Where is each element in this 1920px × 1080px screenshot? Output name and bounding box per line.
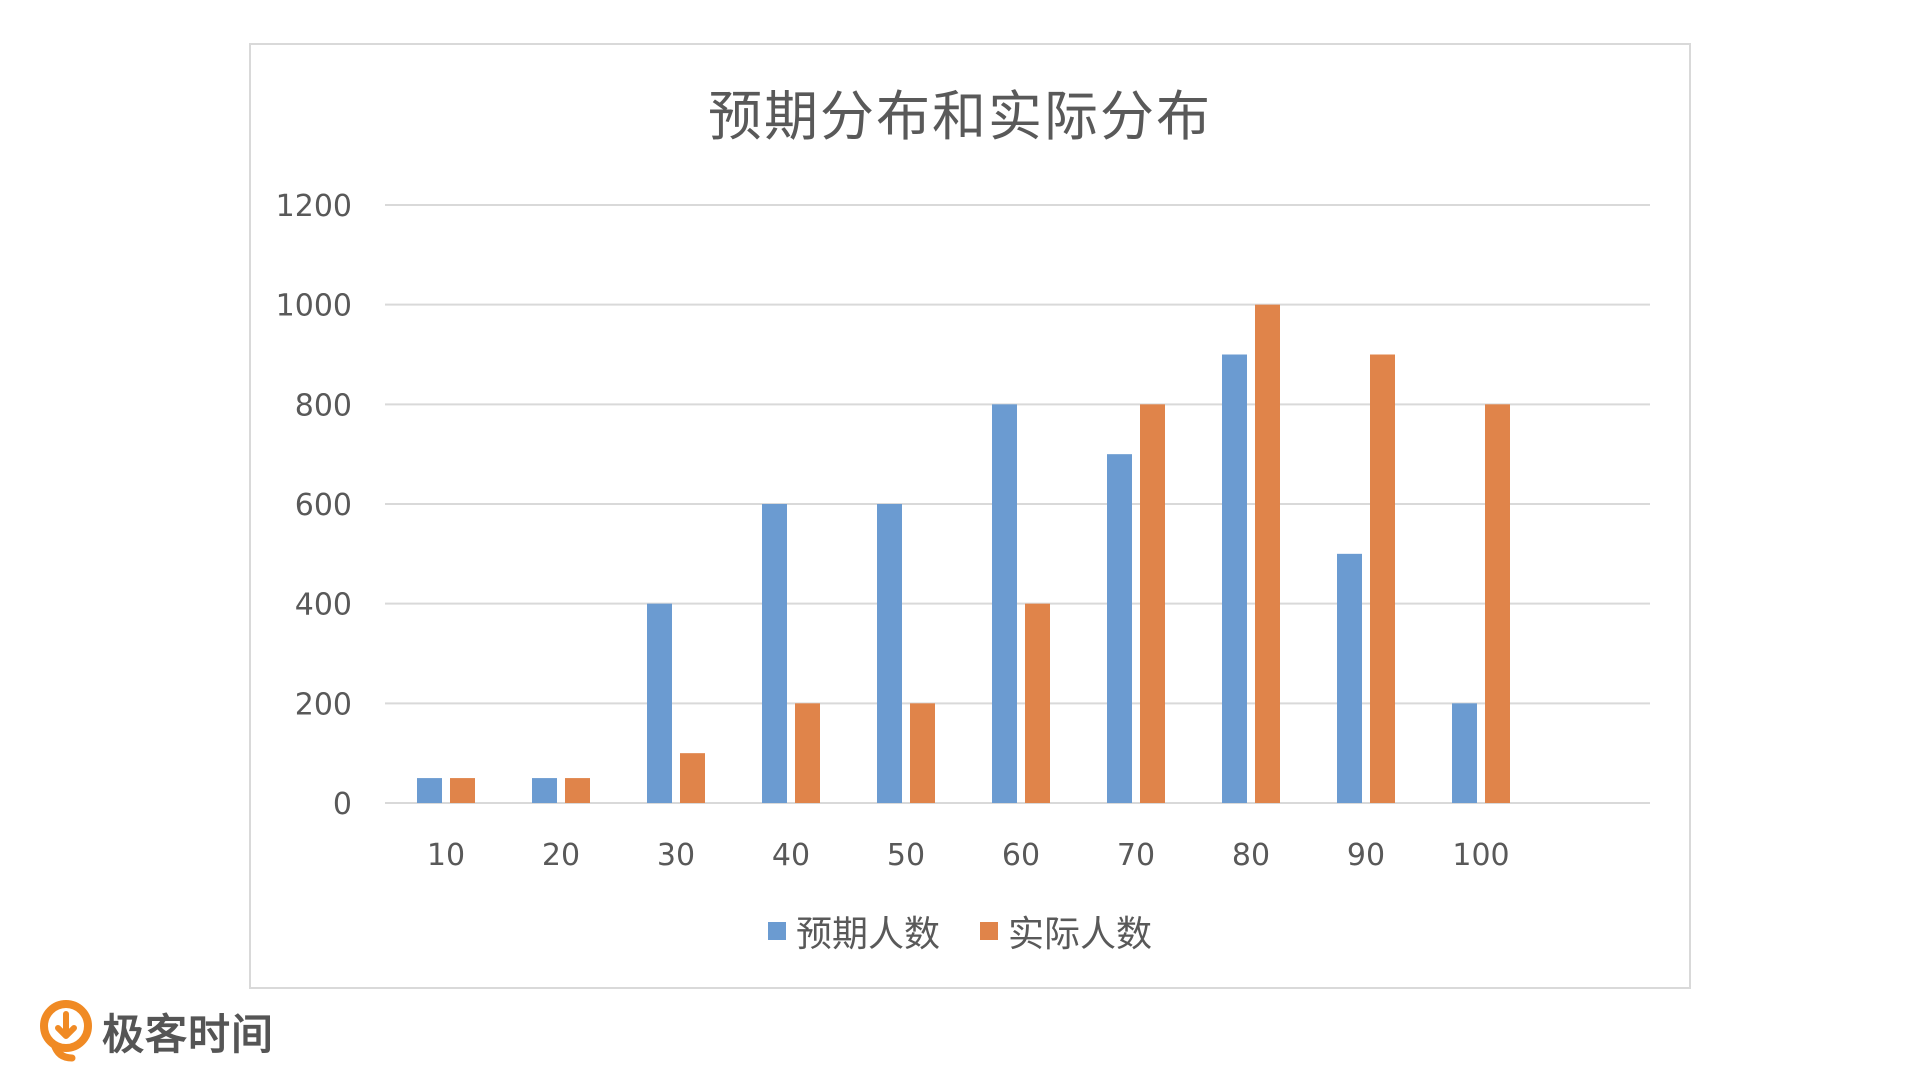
bar-series-1-20 <box>532 778 557 803</box>
x-tick-label: 100 <box>1452 838 1509 873</box>
bar-series-2-100 <box>1485 404 1510 803</box>
bar-series-2-40 <box>795 703 820 803</box>
legend-label-series-1: 预期人数 <box>795 914 940 955</box>
y-tick-label: 800 <box>295 388 352 423</box>
x-tick-label: 50 <box>887 838 925 873</box>
x-tick-label: 10 <box>427 838 465 873</box>
y-tick-label: 200 <box>295 687 352 722</box>
y-axis-tick-labels: 0 200 400 600 800 1000 1200 <box>276 189 352 822</box>
bar-series-2-60 <box>1025 603 1050 803</box>
bar-series-1-40 <box>762 504 787 803</box>
bar-series-1-30 <box>647 603 672 803</box>
legend: 预期人数 实际人数 <box>0 905 1920 957</box>
x-tick-label: 80 <box>1232 838 1270 873</box>
bar-series-2-90 <box>1370 354 1395 803</box>
bar-series-2-50 <box>910 703 935 803</box>
x-tick-label: 60 <box>1002 838 1040 873</box>
bar-series-2-20 <box>565 778 590 803</box>
bar-series-2-70 <box>1140 404 1165 803</box>
y-tick-label: 600 <box>295 488 352 523</box>
x-tick-label: 90 <box>1347 838 1385 873</box>
chart-title: 预期分布和实际分布 <box>708 85 1212 148</box>
legend-label-series-2: 实际人数 <box>1008 914 1153 955</box>
bar-series-1-10 <box>417 778 442 803</box>
x-tick-label: 70 <box>1117 838 1155 873</box>
bars <box>417 304 1510 803</box>
x-tick-label: 30 <box>657 838 695 873</box>
legend-item-series-2: 实际人数 <box>980 905 1152 957</box>
y-tick-label: 400 <box>295 588 352 623</box>
grid-lines <box>385 204 1650 804</box>
bar-series-2-30 <box>680 753 705 803</box>
x-axis-tick-labels: 10 20 30 40 50 60 70 80 90 100 <box>427 838 1510 873</box>
bar-series-1-70 <box>1107 454 1132 803</box>
legend-item-series-1: 预期人数 <box>767 905 940 957</box>
bar-series-1-90 <box>1337 553 1362 803</box>
y-tick-label: 0 <box>333 787 352 822</box>
bar-series-1-50 <box>877 504 902 803</box>
brand-logo-text: 极客时间 <box>102 1009 275 1059</box>
geek-time-logo-icon <box>40 1000 92 1062</box>
bar-series-1-80 <box>1222 354 1247 803</box>
brand-logo: 极客时间 <box>40 1000 274 1062</box>
bar-series-1-100 <box>1452 703 1477 803</box>
bar-series-2-10 <box>450 778 475 803</box>
legend-swatch-series-1 <box>767 922 786 940</box>
bar-series-2-80 <box>1255 304 1280 803</box>
x-tick-label: 40 <box>772 838 810 873</box>
y-tick-label: 1200 <box>276 189 352 224</box>
chart-frame <box>249 43 1691 989</box>
bar-series-1-60 <box>992 404 1017 803</box>
y-tick-label: 1000 <box>276 289 352 324</box>
legend-swatch-series-2 <box>980 922 998 940</box>
x-tick-label: 20 <box>542 838 580 873</box>
